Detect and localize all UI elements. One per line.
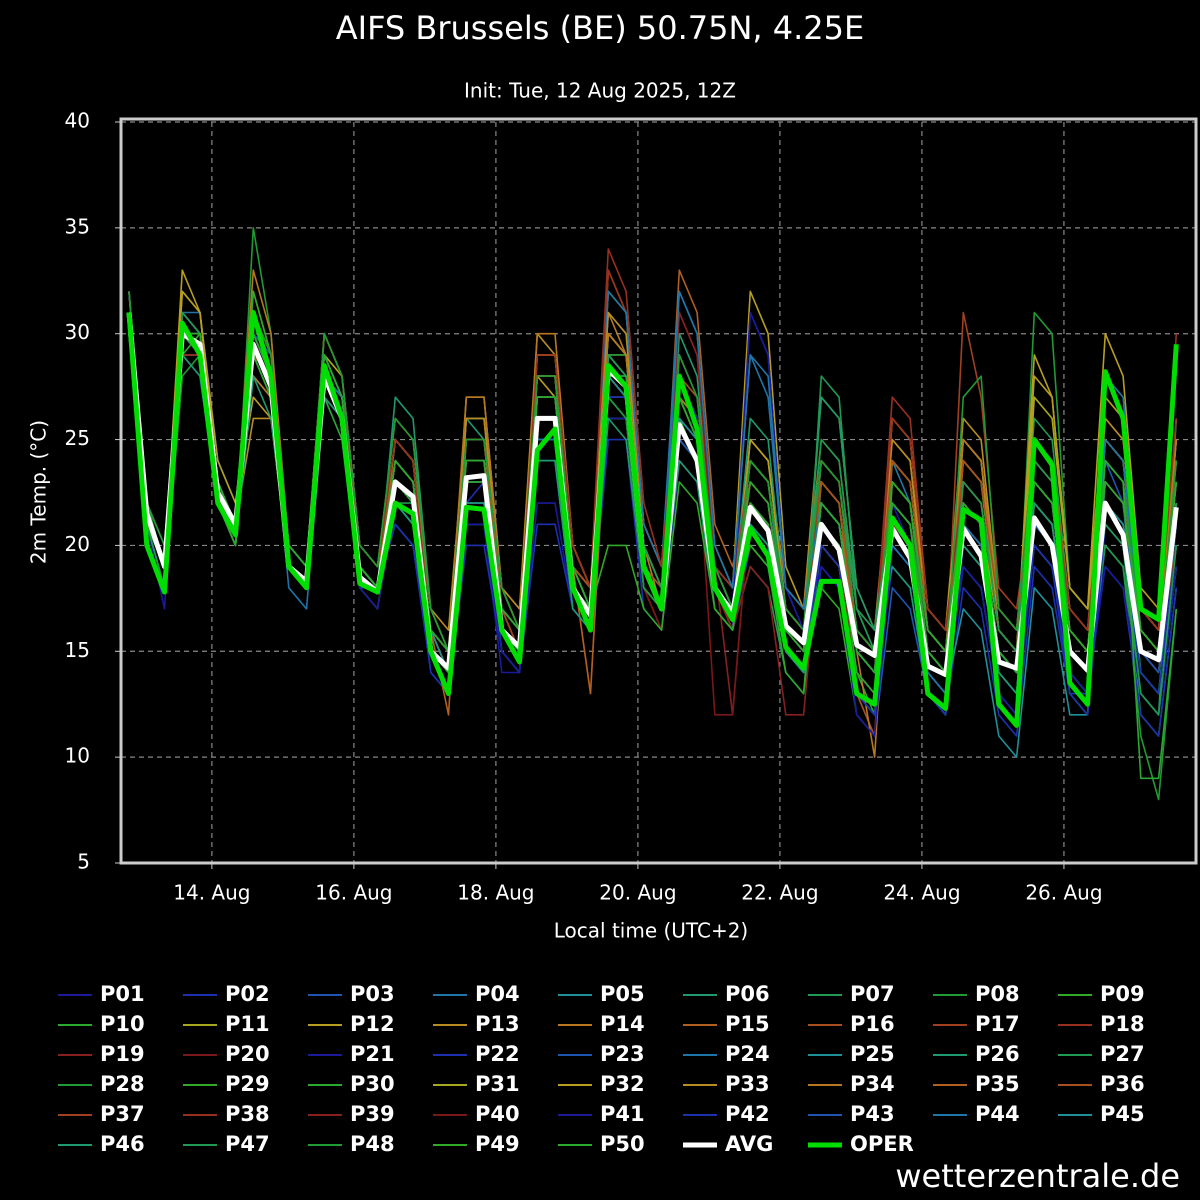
legend-label: P02 — [225, 982, 270, 1006]
y-tick-label: 5 — [77, 850, 90, 874]
x-tick-label: 20. Aug — [599, 881, 676, 905]
legend-label: P11 — [225, 1012, 270, 1036]
legend-label: P41 — [600, 1102, 645, 1126]
legend-label: P21 — [350, 1042, 395, 1066]
y-tick-label: 35 — [65, 214, 90, 238]
legend-label: P42 — [725, 1102, 770, 1126]
legend-label: P49 — [475, 1132, 520, 1156]
legend-label: P03 — [350, 982, 395, 1006]
legend-label: P27 — [1100, 1042, 1145, 1066]
legend-label: P33 — [725, 1072, 770, 1096]
x-axis-title: Local time (UTC+2) — [554, 919, 748, 943]
y-tick-label: 25 — [65, 426, 90, 450]
legend-label: P25 — [850, 1042, 895, 1066]
legend-label: P09 — [1100, 982, 1145, 1006]
legend-label: P18 — [1100, 1012, 1145, 1036]
legend-label: P16 — [850, 1012, 895, 1036]
legend-label: OPER — [850, 1132, 914, 1156]
legend-label: P19 — [100, 1042, 145, 1066]
legend-label: P04 — [475, 982, 520, 1006]
y-tick-label: 10 — [65, 744, 90, 768]
legend-label: P34 — [850, 1072, 895, 1096]
legend-label: P13 — [475, 1012, 520, 1036]
legend-label: P45 — [1100, 1102, 1145, 1126]
legend-label: P28 — [100, 1072, 145, 1096]
legend-label: P50 — [600, 1132, 645, 1156]
legend-label: P05 — [600, 982, 645, 1006]
legend-label: P17 — [975, 1012, 1020, 1036]
x-tick-label: 14. Aug — [173, 881, 250, 905]
legend-label: P22 — [475, 1042, 520, 1066]
y-tick-label: 15 — [65, 638, 90, 662]
legend-label: P36 — [1100, 1072, 1145, 1096]
legend-label: P38 — [225, 1102, 270, 1126]
chart-title: AIFS Brussels (BE) 50.75N, 4.25E — [336, 9, 864, 47]
chart-subtitle: Init: Tue, 12 Aug 2025, 12Z — [464, 79, 736, 103]
legend-label: P15 — [725, 1012, 770, 1036]
y-axis-title: 2m Temp. (°C) — [27, 420, 51, 564]
legend-label: P39 — [350, 1102, 395, 1126]
legend-label: P08 — [975, 982, 1020, 1006]
legend-label: P23 — [600, 1042, 645, 1066]
legend-label: P48 — [350, 1132, 395, 1156]
y-tick-label: 40 — [65, 109, 90, 133]
legend-label: P12 — [350, 1012, 395, 1036]
x-tick-label: 16. Aug — [315, 881, 392, 905]
x-tick-label: 26. Aug — [1025, 881, 1102, 905]
x-tick-label: 24. Aug — [883, 881, 960, 905]
x-tick-label: 22. Aug — [741, 881, 818, 905]
legend-label: P43 — [850, 1102, 895, 1126]
plot-frame — [119, 117, 1198, 865]
legend-label: P44 — [975, 1102, 1020, 1126]
legend-label: P46 — [100, 1132, 145, 1156]
legend-label: P26 — [975, 1042, 1020, 1066]
legend-label: AVG — [725, 1132, 773, 1156]
legend-label: P10 — [100, 1012, 145, 1036]
legend-label: P07 — [850, 982, 895, 1006]
legend-label: P06 — [725, 982, 770, 1006]
legend-label: P20 — [225, 1042, 270, 1066]
legend: P01 P02 P03 P04 P05 P06 P07 P08 P09 P10 P11 P12 P13 P… — [58, 982, 1145, 1156]
legend-label: P24 — [725, 1042, 770, 1066]
legend-label: P47 — [225, 1132, 270, 1156]
legend-label: P40 — [475, 1102, 520, 1126]
legend-label: P01 — [100, 982, 145, 1006]
y-tick-label: 20 — [65, 532, 90, 556]
watermark: wetterzentrale.de — [895, 1157, 1180, 1195]
y-tick-label: 30 — [65, 320, 90, 344]
lines-layer — [126, 227, 1179, 801]
legend-label: P37 — [100, 1102, 145, 1126]
series-line — [126, 310, 1179, 728]
x-tick-label: 18. Aug — [457, 881, 534, 905]
legend-label: P14 — [600, 1012, 645, 1036]
legend-label: P31 — [475, 1072, 520, 1096]
legend-label: P30 — [350, 1072, 395, 1096]
legend-label: P29 — [225, 1072, 270, 1096]
legend-label: P32 — [600, 1072, 645, 1096]
legend-label: P35 — [975, 1072, 1020, 1096]
